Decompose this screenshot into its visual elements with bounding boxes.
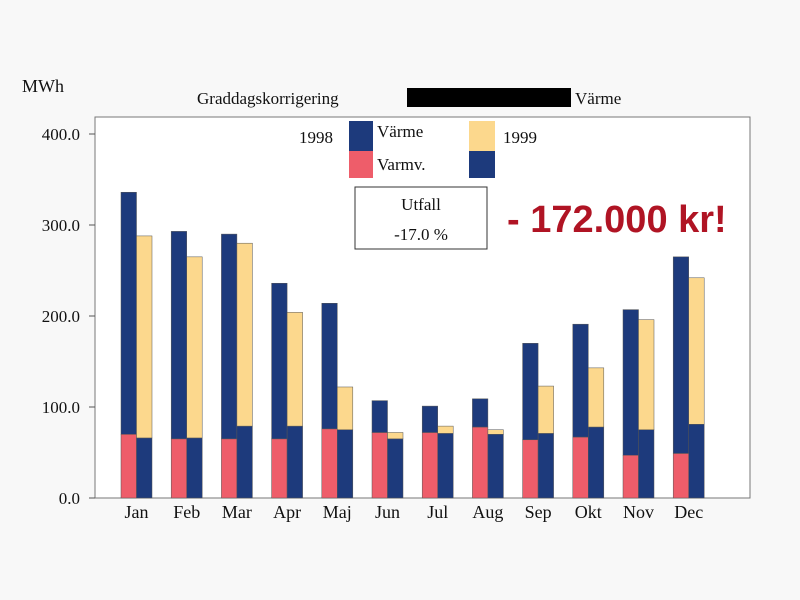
x-tick-label: Aug (472, 502, 503, 522)
bar-1999-varme-jan (136, 235, 153, 439)
x-tick-label: Feb (173, 502, 200, 522)
bar-1998-varme-dec (672, 256, 689, 454)
legend: 1998 Värme 1999 Varmv. (299, 121, 537, 178)
x-tick-label: Sep (525, 502, 552, 522)
bar-1999-varmv-aug (487, 434, 504, 499)
legend-label-varme: Värme (377, 122, 423, 141)
chart-title-suffix: Värme (575, 89, 621, 108)
utfall-value: -17.0 % (394, 225, 448, 244)
bar-1998-varme-apr (271, 282, 288, 440)
legend-swatch-1998-varme (349, 121, 373, 151)
bar-1999-varme-mar (236, 242, 253, 427)
bar-1999-varme-aug (487, 429, 504, 435)
bar-1999-varmv-feb (186, 437, 203, 499)
bar-1998-varme-mar (221, 233, 238, 440)
bar-1999-varmv-jul (437, 433, 454, 499)
chart-title: Graddagskorrigering (197, 89, 339, 108)
x-tick-label: Apr (273, 502, 301, 522)
redaction-bar (407, 88, 571, 107)
bar-1998-varmv-aug (472, 426, 489, 499)
x-tick-label: Dec (674, 502, 703, 522)
bar-1999-varme-feb (186, 256, 203, 439)
bar-1999-varmv-okt (588, 426, 605, 499)
x-axis: Jan Feb Mar Apr Maj Jun Jul Aug Sep Okt Nov Dec (125, 502, 704, 522)
bar-1999-varme-dec (688, 277, 705, 425)
legend-label-varmv: Varmv. (377, 155, 425, 174)
bar-1998-varme-sep (522, 343, 539, 441)
bar-1998-varmv-dec (672, 453, 689, 499)
bar-1998-varmv-mar (221, 438, 238, 499)
bar-1999-varmv-maj (337, 429, 354, 499)
bar-1999-varme-jul (437, 425, 454, 434)
bar-1998-varme-jan (120, 191, 137, 435)
x-tick-label: Jul (427, 502, 448, 522)
y-tick-label: 400.0 (42, 125, 80, 144)
bar-1998-varmv-maj (321, 428, 338, 499)
bar-1998-varme-feb (170, 231, 187, 440)
x-tick-label: Maj (323, 502, 352, 522)
bar-1999-varmv-jun (387, 438, 404, 499)
bar-1998-varmv-feb (170, 438, 187, 499)
bar-1998-varme-jun (371, 400, 388, 433)
bar-1999-varme-sep (537, 385, 554, 434)
bar-1999-varmv-apr (286, 425, 303, 499)
bar-1999-varmv-jan (136, 437, 153, 499)
bar-1998-varmv-jul (421, 432, 438, 499)
y-tick-label: 0.0 (59, 489, 80, 508)
x-tick-label: Jun (375, 502, 400, 522)
bar-1998-varmv-nov (622, 454, 639, 499)
x-tick-label: Okt (575, 502, 602, 522)
bar-1998-varmv-jun (371, 432, 388, 499)
bar-1999-varme-okt (588, 367, 605, 428)
utfall-label: Utfall (401, 195, 441, 214)
bar-1998-varmv-okt (572, 436, 589, 499)
legend-year-1999: 1999 (503, 128, 537, 147)
y-tick-label: 100.0 (42, 398, 80, 417)
legend-swatch-1998-varmv (349, 151, 373, 178)
y-axis: 0.0 100.0 200.0 300.0 400.0 (42, 125, 95, 508)
legend-swatch-1999-varme (469, 121, 495, 151)
x-tick-label: Jan (125, 502, 149, 522)
utfall-box: Utfall -17.0 % (354, 186, 488, 250)
bar-1998-varme-jul (421, 405, 438, 433)
legend-swatch-1999-varmv (469, 151, 495, 178)
bar-1998-varmv-sep (522, 439, 539, 499)
bars (120, 191, 705, 499)
y-tick-label: 300.0 (42, 216, 80, 235)
utfall-box-frame (354, 186, 488, 250)
bar-1999-varmv-nov (638, 429, 655, 499)
bar-1998-varme-maj (321, 303, 338, 430)
bar-1999-varmv-dec (688, 424, 705, 499)
bar-1999-varme-jun (387, 432, 404, 440)
bar-1998-varme-okt (572, 323, 589, 438)
x-tick-label: Nov (623, 502, 654, 522)
y-tick-label: 200.0 (42, 307, 80, 326)
y-axis-label: MWh (22, 76, 64, 96)
bar-1998-varme-nov (622, 309, 639, 456)
bar-1999-varmv-mar (236, 425, 253, 499)
bar-1998-varmv-apr (271, 438, 288, 499)
legend-year-1998: 1998 (299, 128, 333, 147)
bar-1998-varmv-jan (120, 434, 137, 499)
bar-1999-varme-apr (286, 312, 303, 427)
bar-1999-varme-maj (337, 386, 354, 431)
x-tick-label: Mar (222, 502, 252, 522)
bar-1999-varmv-sep (537, 433, 554, 499)
bar-1998-varme-aug (472, 398, 489, 428)
bar-1999-varme-nov (638, 319, 655, 431)
savings-annotation: - 172.000 kr! (507, 199, 727, 241)
